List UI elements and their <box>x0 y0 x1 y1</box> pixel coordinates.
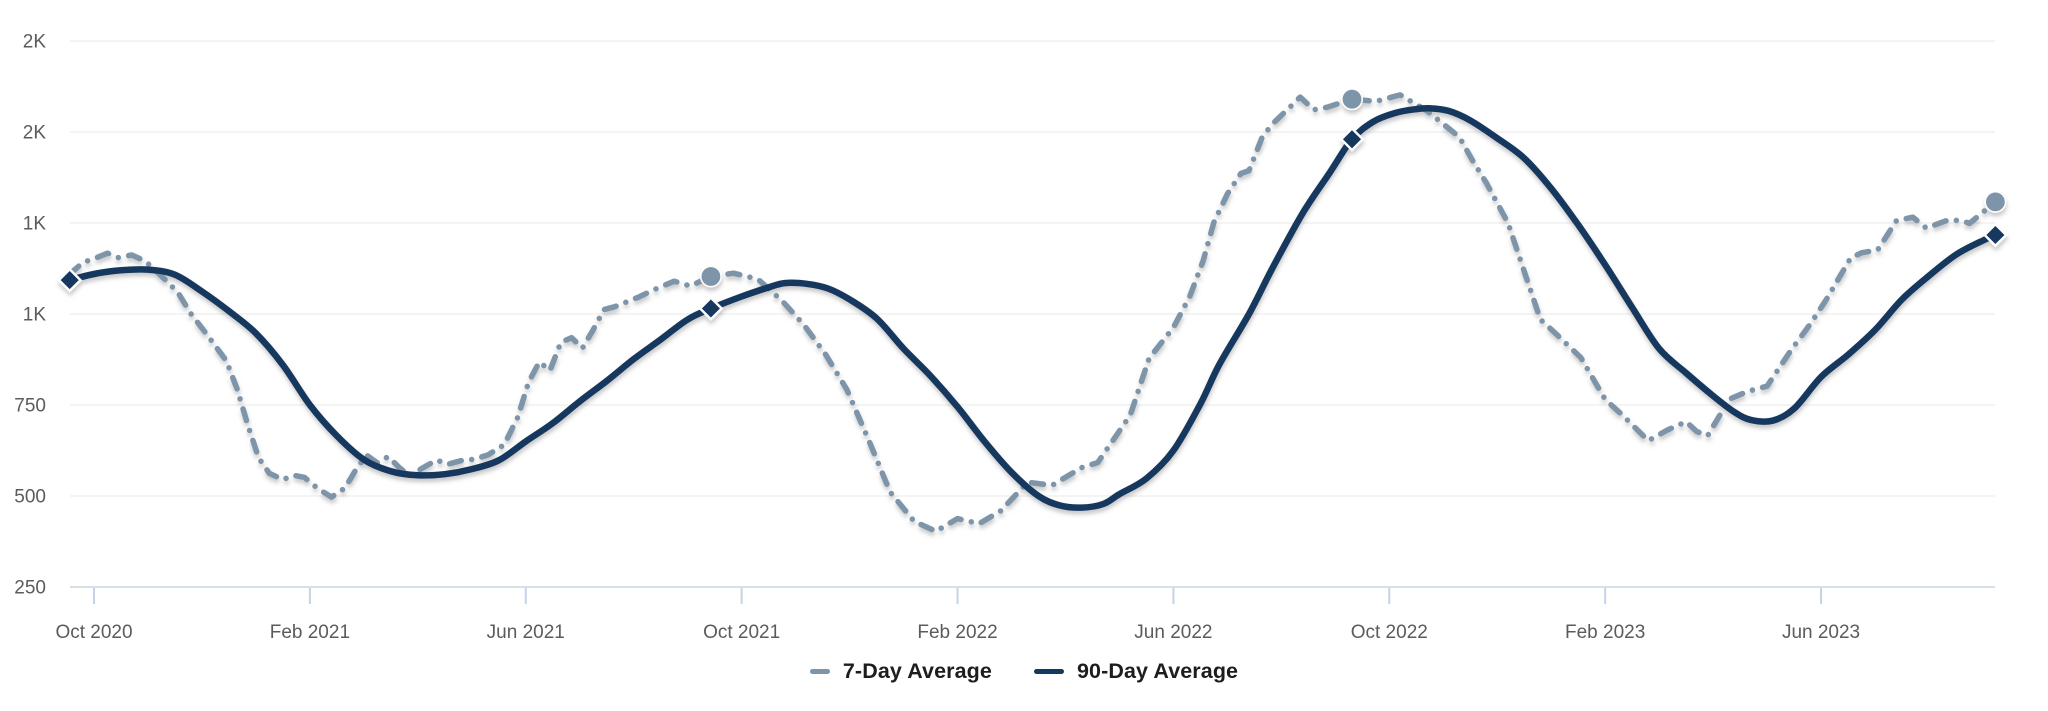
marker-diamond-90-day <box>57 267 83 293</box>
legend-swatch-7-day <box>809 668 830 675</box>
y-axis-label-500: 500 <box>14 486 46 507</box>
marker-diamond-90-day <box>1982 222 2008 248</box>
x-axis-label-feb-2023: Feb 2023 <box>1565 622 1645 643</box>
legend-item-90-day-average[interactable]: 90-Day Average <box>1033 659 1239 684</box>
marker-circle-7-day <box>1341 88 1364 111</box>
marker-diamond-90-day <box>698 296 724 321</box>
y-axis-label-1500: 2K <box>23 122 47 143</box>
series-group <box>57 88 2008 535</box>
x-axis-label-oct-2022: Oct 2022 <box>1351 622 1428 643</box>
trend-line-chart: 250 500 750 1K 1K 2K 2K Oct 2020 Feb 2021 Jun 202… <box>14 31 2008 643</box>
y-axis-label-1250: 1K <box>23 213 47 234</box>
marker-circle-7-day <box>699 265 722 288</box>
legend-label-7-day: 7-Day Average <box>842 659 992 683</box>
legend-label-90-day: 90-Day Average <box>1076 659 1239 683</box>
series-line-7-day-average <box>66 92 1999 535</box>
y-axis-label-750: 750 <box>14 395 46 416</box>
y-axis-label-1750: 2K <box>23 31 47 52</box>
x-axis-label-jun-2023: Jun 2023 <box>1782 622 1860 643</box>
legend-item-7-day-average[interactable]: 7-Day Average <box>809 659 992 684</box>
x-axis-label-oct-2020: Oct 2020 <box>55 622 132 643</box>
x-axis-label-jun-2021: Jun 2021 <box>487 622 565 643</box>
y-axis-label-1000: 1K <box>23 304 47 325</box>
chart-legend: 7-Day Average 90-Day Average <box>0 649 2048 711</box>
legend-swatch-90-day <box>1033 668 1064 675</box>
x-axis-label-jun-2022: Jun 2022 <box>1134 622 1212 643</box>
x-axis-label-feb-2021: Feb 2021 <box>270 622 350 643</box>
x-axis-label-oct-2021: Oct 2021 <box>703 622 780 643</box>
marker-circle-7-day <box>1984 190 2007 213</box>
y-axis-label-250: 250 <box>14 577 46 598</box>
marker-diamond-90-day <box>1339 126 1365 152</box>
x-axis-label-feb-2022: Feb 2022 <box>917 622 997 643</box>
series-line-90-day-average <box>66 104 1999 511</box>
